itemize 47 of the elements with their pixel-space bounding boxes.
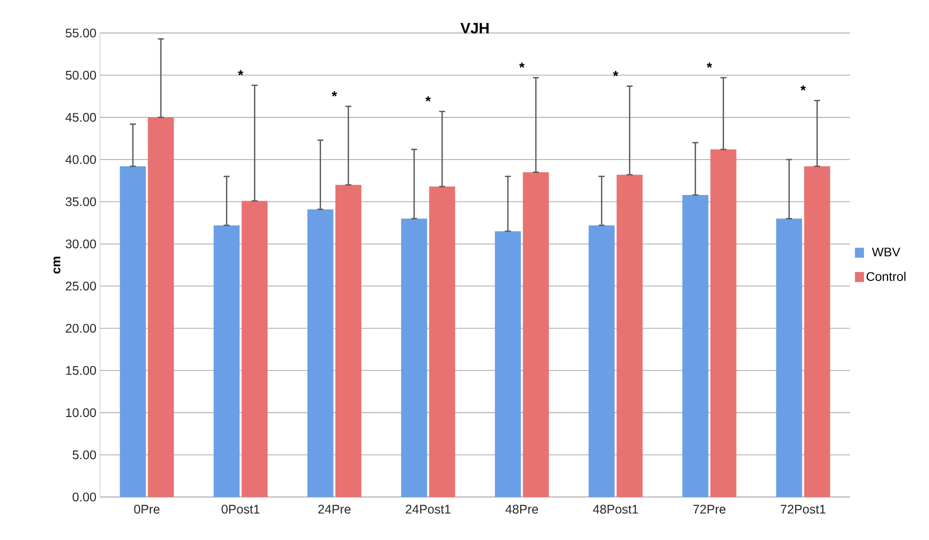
x-tick-label: 0Pre [134,504,160,514]
bar [804,166,830,497]
annotation: * [706,62,712,68]
y-tick-label: 15.00 [66,366,96,375]
bar [494,231,521,497]
bar [401,218,428,497]
y-tick-label: 0.00 [72,492,96,502]
annotation: * [238,70,244,76]
bar [616,174,643,497]
bar [214,225,240,497]
x-tick-label: 0Post1 [222,504,260,514]
bar [429,186,456,497]
annotation: * [425,96,431,102]
y-tick-label: 30.00 [66,239,96,248]
annotation: * [800,85,806,91]
x-tick-label: 24Pre [318,504,350,514]
bar [335,184,362,497]
annotation: * [519,62,525,68]
legend-label: Control [866,272,906,281]
bar [710,149,736,497]
y-tick-label: 50.00 [66,70,96,80]
y-tick-label: 20.00 [66,324,96,333]
x-tick-label: 72Pre [693,504,726,514]
y-tick-label: 35.00 [66,197,96,206]
chart-title: VJH [460,23,489,34]
bar [120,166,146,497]
bar [588,225,615,497]
x-tick-label: 48Pre [505,504,538,514]
legend-label: WBV [872,248,900,256]
x-tick-label: 24Post1 [406,504,450,514]
bar [682,194,708,497]
annotation: * [612,71,618,76]
bar [148,117,174,497]
y-tick-label: 5.00 [72,450,96,460]
bar [307,209,334,497]
y-axis-title: cm [54,256,60,274]
bar [776,218,802,497]
bar [242,200,268,497]
y-tick-label: 40.00 [65,155,96,164]
x-tick-label: 72Post1 [780,504,826,514]
y-tick-label: 10.00 [66,408,96,418]
bar [522,172,549,497]
annotation: * [332,91,338,96]
y-tick-label: 25.00 [66,282,96,291]
x-tick-label: 48Post1 [592,504,638,514]
y-tick-label: 45.00 [65,112,96,122]
y-tick-label: 55.00 [66,28,96,38]
